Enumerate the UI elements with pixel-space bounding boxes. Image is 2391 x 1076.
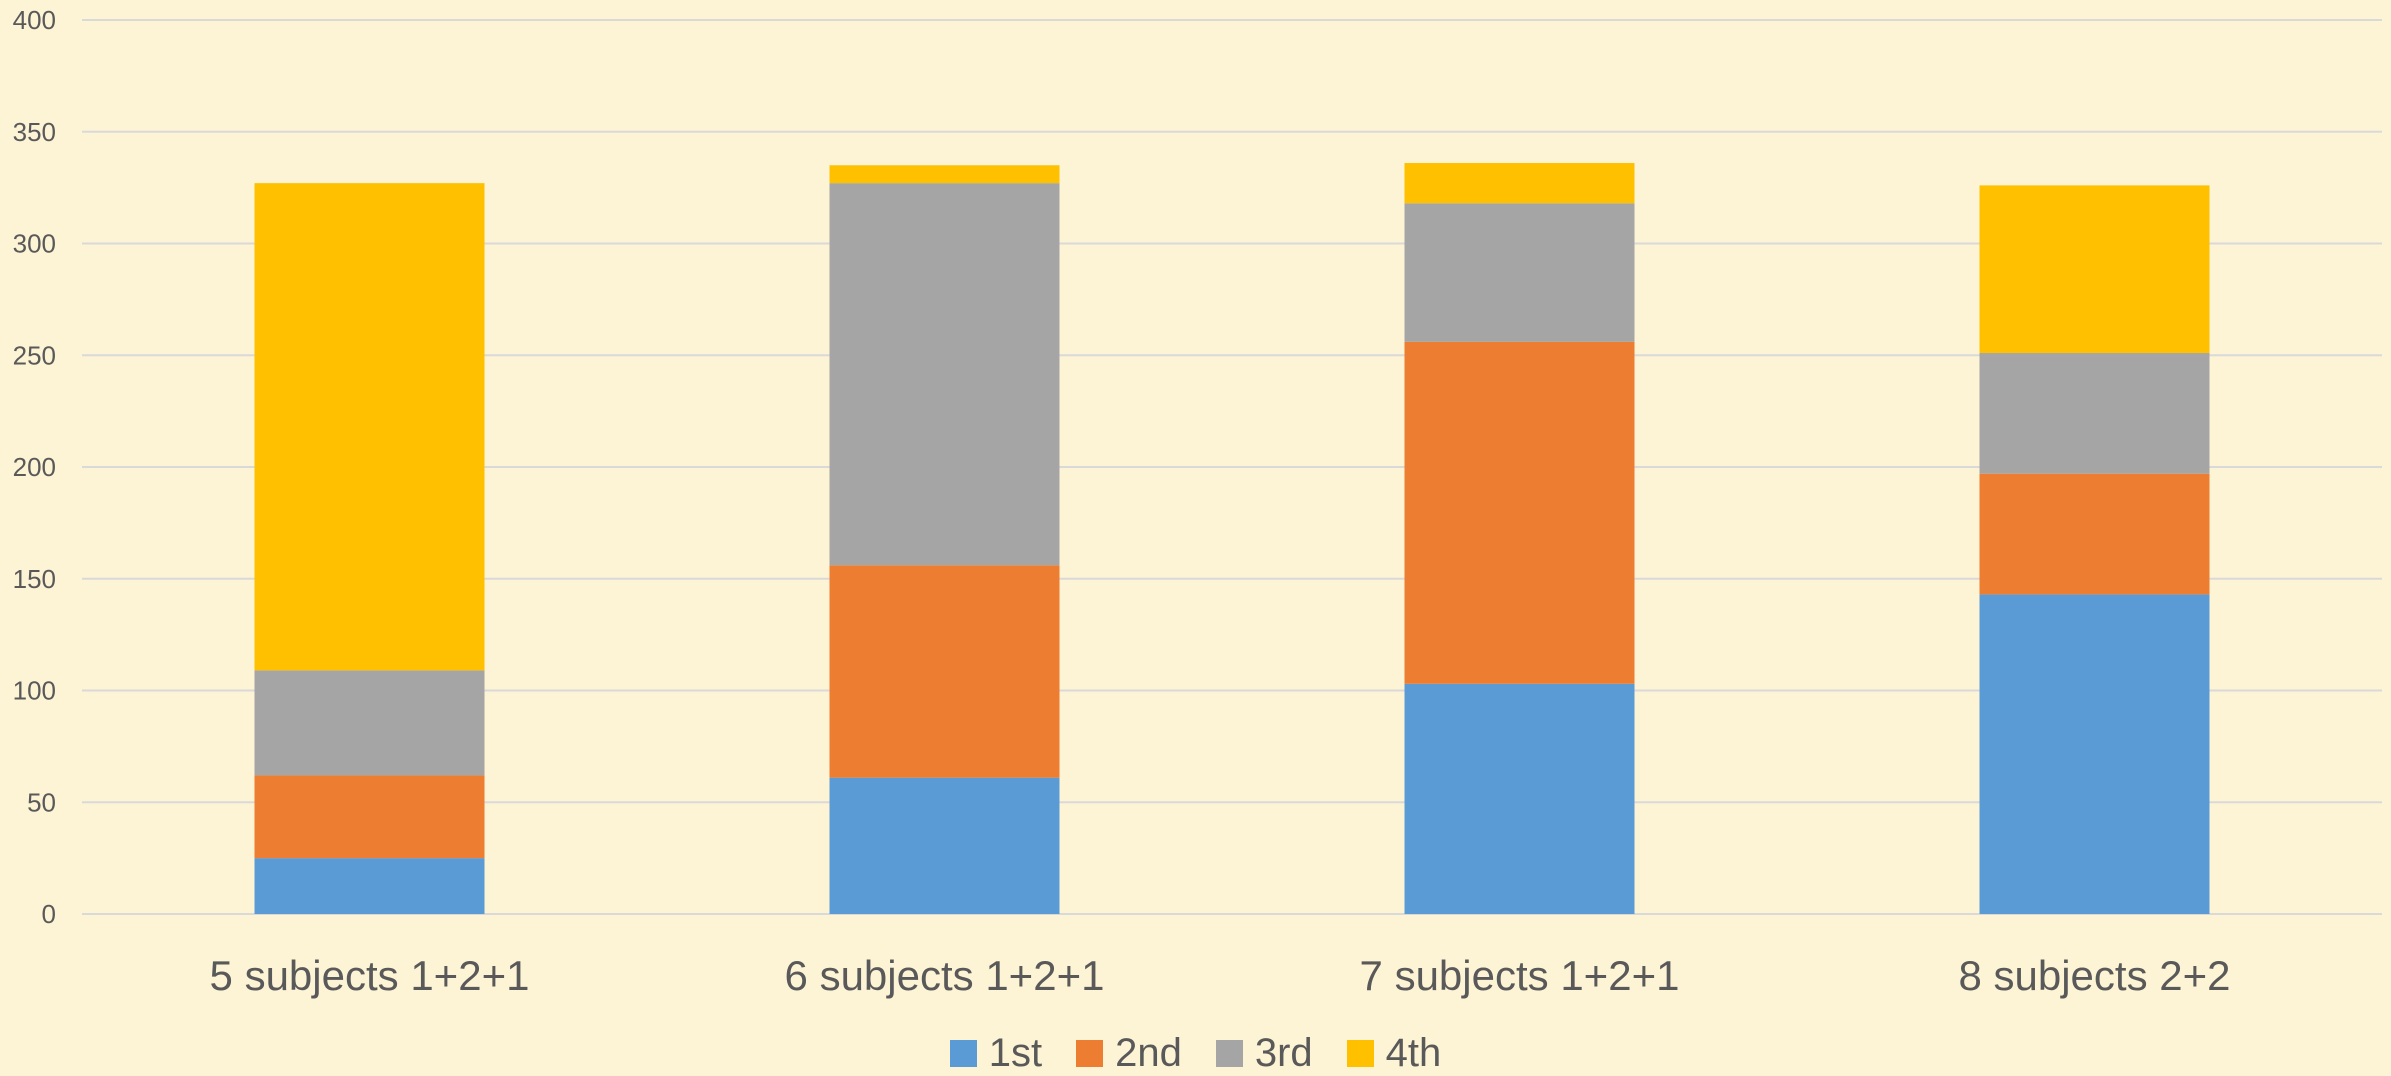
legend-item: 1st	[949, 1030, 1043, 1076]
bar-segment-3rd	[254, 670, 485, 776]
bar-segment-1st	[254, 858, 485, 914]
bar-segment-2nd	[1979, 473, 2210, 595]
bar-segment-4th	[829, 165, 1060, 184]
bar-segment-3rd	[829, 183, 1060, 566]
y-tick-label: 0	[42, 899, 56, 929]
y-tick-label: 400	[13, 5, 56, 35]
y-tick-label: 200	[13, 452, 56, 482]
x-tick-label: 5 subjects 1+2+1	[210, 952, 530, 999]
chart-legend: 1st 2nd 3rd 4th	[0, 1030, 2391, 1076]
x-tick-label: 7 subjects 1+2+1	[1360, 952, 1680, 999]
legend-label: 3rd	[1254, 1030, 1313, 1075]
bar-segment-4th	[254, 183, 485, 671]
bar-segment-1st	[1404, 683, 1635, 914]
bar-segment-2nd	[1404, 341, 1635, 684]
legend-item: 3rd	[1215, 1030, 1313, 1076]
y-tick-label: 250	[13, 340, 56, 370]
legend-label: 4th	[1385, 1030, 1442, 1075]
bar-segment-2nd	[254, 775, 485, 859]
x-tick-label: 8 subjects 2+2	[1958, 952, 2230, 999]
bar-segment-2nd	[829, 565, 1060, 778]
bar-segment-4th	[1979, 185, 2210, 354]
legend-swatch	[949, 1039, 977, 1067]
legend-swatch	[1215, 1039, 1243, 1067]
x-tick-label: 6 subjects 1+2+1	[785, 952, 1105, 999]
bar-segment-1st	[1979, 594, 2210, 914]
bar-segment-4th	[1404, 163, 1635, 204]
legend-item: 4th	[1346, 1030, 1442, 1076]
legend-label: 2nd	[1115, 1030, 1182, 1075]
y-tick-label: 300	[13, 229, 56, 259]
legend-swatch	[1346, 1039, 1374, 1067]
bar-segment-3rd	[1979, 353, 2210, 474]
y-tick-label: 150	[13, 564, 56, 594]
y-tick-label: 100	[13, 676, 56, 706]
legend-item: 2nd	[1076, 1031, 1182, 1076]
y-tick-label: 50	[27, 787, 56, 817]
chart-plot-area: 0 50 100 150 200 250 300 350 400 5 subjects 1+2+1…	[13, 5, 2382, 999]
legend-label: 1st	[988, 1030, 1043, 1075]
y-tick-label: 350	[13, 117, 56, 147]
bar-segment-3rd	[1404, 203, 1635, 342]
bar-segment-1st	[829, 777, 1060, 914]
legend-swatch	[1076, 1039, 1104, 1067]
